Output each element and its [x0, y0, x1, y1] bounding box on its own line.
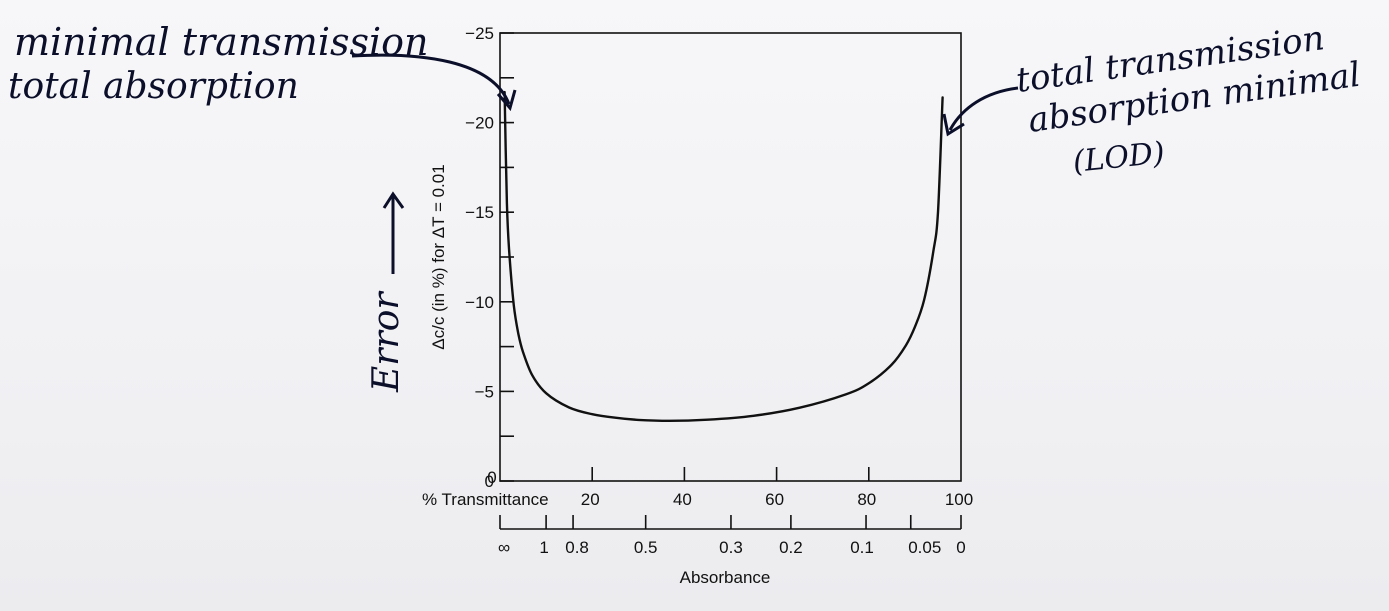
x-tick-label: 40 — [673, 490, 692, 509]
handwritten-annotations: minimal transmission total absorption to… — [8, 18, 1363, 393]
y-tick-label: 0 — [485, 472, 494, 491]
y-tick-label: −15 — [465, 203, 494, 222]
y-axis-label: Δc/c (in %) for ΔT = 0.01 — [429, 164, 448, 349]
x-axis-label-transmittance: % Transmittance — [422, 490, 549, 509]
annotation-error-arrow — [382, 191, 405, 274]
annotation-arrow-left — [351, 53, 511, 105]
absorbance-tick-label: 0.3 — [719, 538, 743, 557]
y-tick-label: −20 — [465, 114, 494, 133]
y-tick-label: −25 — [465, 24, 494, 43]
absorbance-tick-label: 1 — [539, 538, 548, 557]
x-tick-label: 60 — [765, 490, 784, 509]
y-axis-ticks: 0 −5 −10 −15 −20 −25 — [465, 24, 514, 491]
y-tick-label: −5 — [475, 382, 494, 401]
x-tick-label: 20 — [581, 490, 600, 509]
annotation-arrowhead-left — [496, 89, 517, 112]
absorbance-tick-label: 0.05 — [908, 538, 941, 557]
absorbance-axis: ∞ 1 0.8 0.5 0.3 0.2 0.1 0.05 0 — [498, 515, 966, 557]
x-tick-label: 0 — [487, 468, 496, 487]
y-tick-label: −10 — [465, 293, 494, 312]
plot-frame — [499, 32, 962, 482]
x-axis-label-absorbance: Absorbance — [680, 568, 771, 587]
x-tick-label: 80 — [857, 490, 876, 509]
annotation-lod: (LOD) — [1071, 136, 1166, 180]
annotation-arrow-right — [948, 86, 1019, 131]
absorbance-tick-label: 0.8 — [565, 538, 589, 557]
absorbance-tick-label: ∞ — [498, 538, 510, 557]
x-axis-ticks: 0 20 40 60 80 100 — [487, 467, 973, 509]
absorbance-tick-label: 0.1 — [850, 538, 874, 557]
annotation-arrowhead-right — [942, 113, 965, 137]
annotation-minimal-transmission: minimal transmission — [14, 20, 429, 64]
annotation-error: Error — [366, 291, 407, 393]
error-curve — [503, 90, 944, 422]
absorbance-tick-label: 0.2 — [779, 538, 803, 557]
annotation-total-absorption: total absorption — [8, 66, 299, 107]
absorbance-tick-label: 0.5 — [634, 538, 658, 557]
x-tick-label: 100 — [945, 490, 973, 509]
absorbance-tick-label: 0 — [956, 538, 965, 557]
